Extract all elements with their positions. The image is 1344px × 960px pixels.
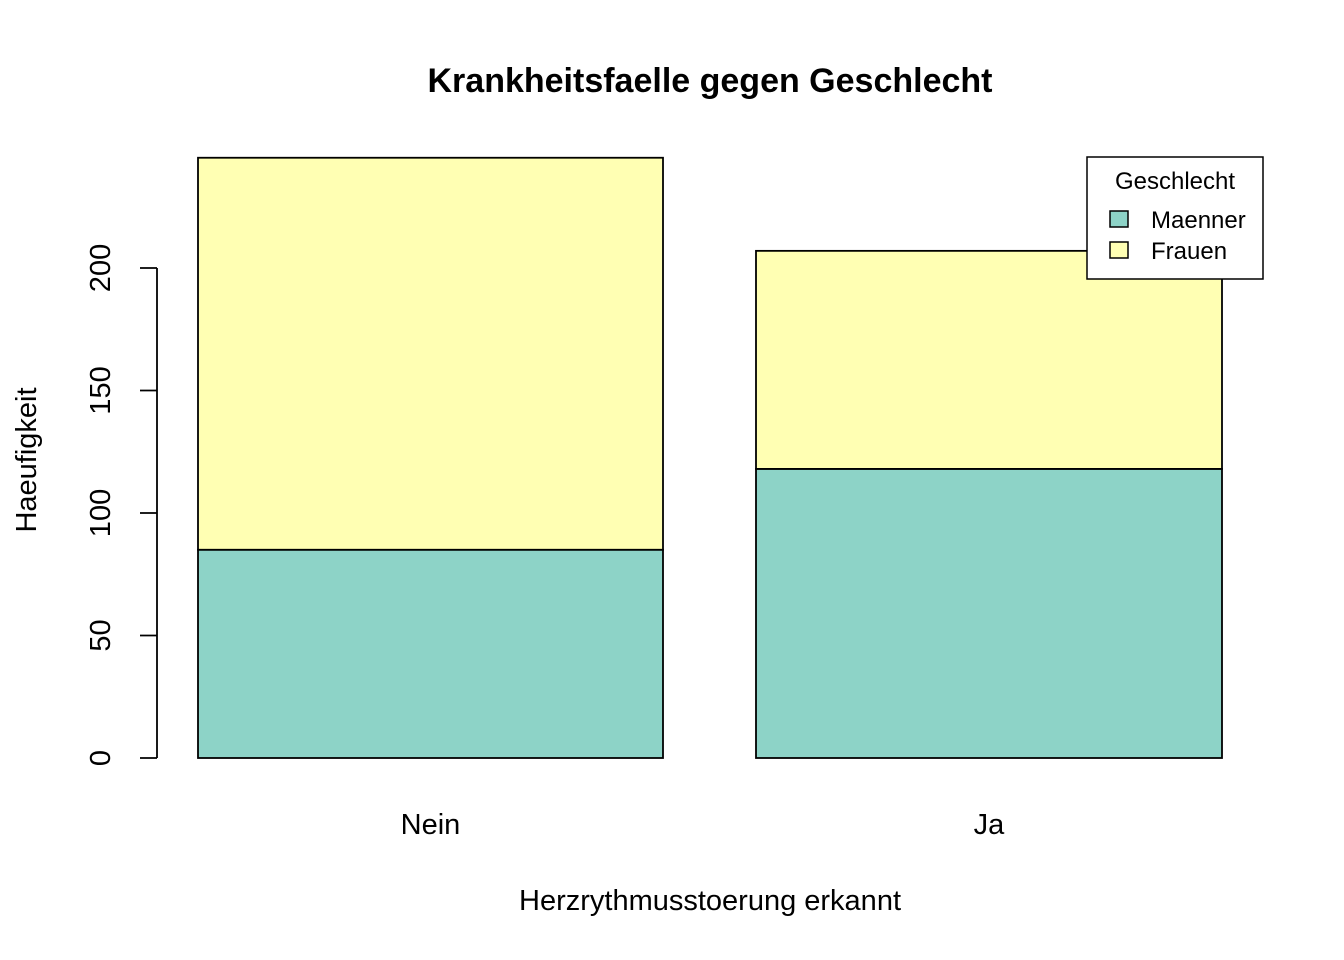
y-axis-label: Haeufigkeit (11, 387, 43, 532)
y-tick-label: 50 (85, 619, 117, 651)
legend-title: Geschlecht (1115, 168, 1235, 195)
y-tick-label: 0 (85, 750, 117, 766)
legend-label-frauen: Frauen (1151, 238, 1227, 265)
x-axis-label: Herzrythmusstoerung erkannt (519, 885, 901, 917)
legend-label-maenner: Maenner (1151, 207, 1246, 234)
y-tick-label: 150 (85, 366, 117, 414)
x-tick-label-ja: Ja (974, 809, 1006, 841)
y-tick-label: 200 (85, 244, 117, 292)
legend: Geschlecht Maenner Frauen (1086, 156, 1264, 280)
bars (197, 156, 1223, 759)
x-axis-labels: Nein Ja (401, 809, 1006, 841)
chart-title: Krankheitsfaelle gegen Geschlecht (428, 62, 993, 100)
legend-swatch-frauen (1109, 241, 1129, 259)
legend-swatch-maenner (1109, 210, 1129, 228)
y-tick-label: 100 (85, 489, 117, 537)
bar-ja-maenner (755, 467, 1223, 759)
bar-ja-frauen (755, 249, 1223, 470)
bar-nein-frauen (197, 156, 664, 551)
y-axis: 0 50 100 150 200 (85, 244, 158, 766)
bar-nein-maenner (197, 548, 664, 759)
legend-items: Maenner Frauen (1109, 207, 1246, 265)
x-tick-label-nein: Nein (401, 809, 461, 841)
